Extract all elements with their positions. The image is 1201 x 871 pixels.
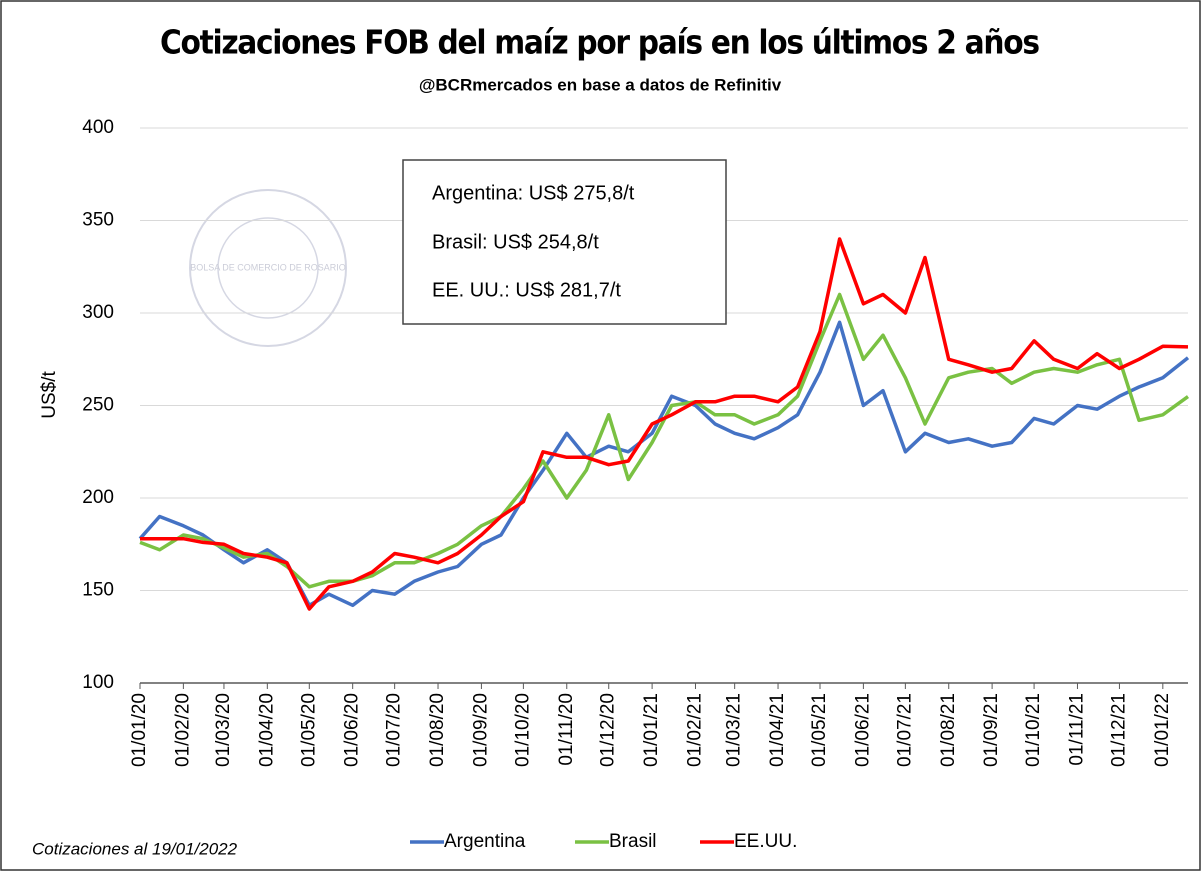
- x-tick-label: 01/07/21: [894, 693, 915, 767]
- annotation: Argentina: US$ 275,8/t: [432, 182, 635, 204]
- y-tick-label: 200: [82, 487, 114, 508]
- y-tick-label: 100: [82, 672, 114, 693]
- x-tick-label: 01/10/21: [1023, 693, 1044, 767]
- x-tick-label: 01/02/20: [172, 693, 193, 767]
- watermark: BOLSA DE COMERCIO DE ROSARIO: [189, 189, 347, 347]
- legend-label: Brasil: [609, 831, 657, 852]
- plot-area: 100 150 200 250 300 350 400 01/01/20 01/02/20 01/…: [82, 117, 1190, 767]
- x-tick-label: 01/03/21: [724, 693, 745, 767]
- x-tick-label: 01/04/20: [256, 693, 277, 767]
- x-tick-label: 01/01/22: [1152, 693, 1173, 767]
- y-tick-label: 350: [82, 210, 114, 231]
- watermark-circle: [189, 189, 347, 347]
- x-tick-label: 01/08/21: [938, 693, 959, 767]
- x-tick-label: 01/10/20: [512, 693, 533, 767]
- x-tick-label: 01/06/21: [852, 693, 873, 767]
- x-tick-label: 01/12/21: [1108, 693, 1129, 767]
- legend-label: Argentina: [444, 831, 526, 852]
- chart-title: Cotizaciones FOB del maíz por país en lo…: [160, 23, 1040, 62]
- x-tick-label: 01/09/21: [981, 693, 1002, 767]
- x-tick-label: 01/06/20: [342, 693, 363, 767]
- x-tick-label: 01/11/21: [1066, 693, 1087, 766]
- x-tick-label: 01/11/20: [556, 693, 577, 766]
- y-tick-label: 250: [82, 395, 114, 416]
- x-tick-label: 01/04/21: [767, 693, 788, 767]
- chart-subtitle: @BCRmercados en base a datos de Refiniti…: [419, 75, 782, 94]
- y-tick-label: 300: [82, 302, 114, 323]
- y-axis-label: US$/t: [39, 371, 60, 419]
- x-tick-label: 01/09/20: [470, 693, 491, 767]
- x-tick-label: 01/02/21: [684, 693, 705, 767]
- x-tick-label: 01/01/21: [641, 693, 662, 767]
- y-tick-label: 400: [82, 117, 114, 138]
- annotation: Brasil: US$ 254,8/t: [432, 231, 599, 253]
- x-tick-label: 01/05/21: [809, 693, 830, 767]
- x-tick-label: 01/05/20: [298, 693, 319, 767]
- legend-label: EE.UU.: [734, 831, 797, 852]
- x-tick-label: 01/03/20: [213, 693, 234, 767]
- series-line: [140, 237, 1189, 611]
- x-tick-label: 01/08/20: [427, 693, 448, 767]
- watermark-inner-circle: [217, 217, 319, 319]
- annotation: EE. UU.: US$ 281,7/t: [432, 279, 621, 301]
- series-line: [139, 292, 1190, 589]
- x-tick-label: 01/07/20: [384, 693, 405, 767]
- annotation-box: [402, 159, 727, 325]
- y-tick-label: 150: [82, 580, 114, 601]
- x-tick-label: 01/12/20: [598, 693, 619, 767]
- x-tick-label: 01/01/20: [129, 693, 150, 767]
- watermark-text: BOLSA DE COMERCIO DE ROSARIO: [190, 262, 346, 272]
- footnote: Cotizaciones al 19/01/2022: [32, 839, 238, 858]
